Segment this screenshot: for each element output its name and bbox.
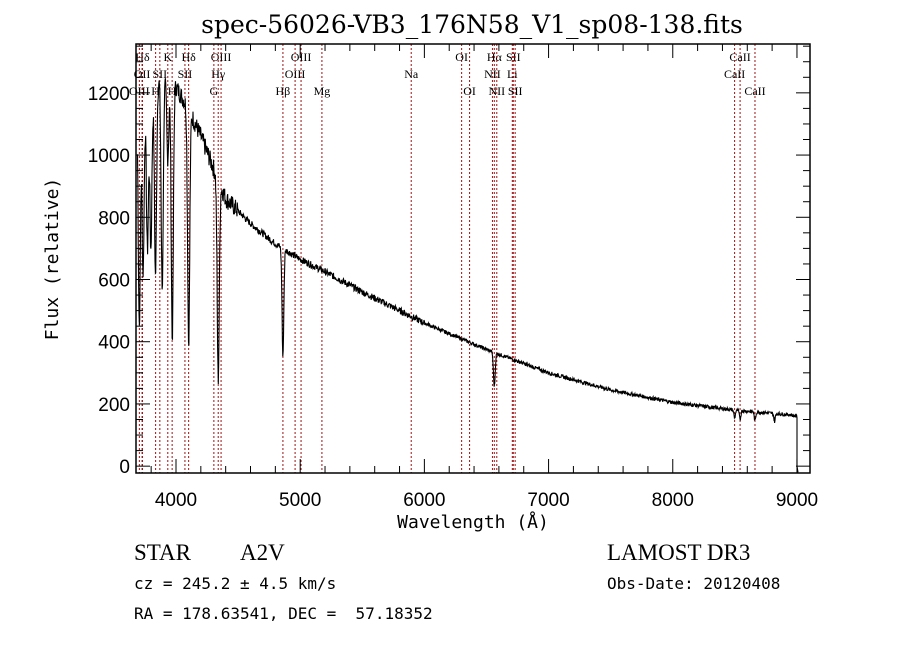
line-marker-label: SII xyxy=(153,67,168,81)
y-tick-label: 1200 xyxy=(88,84,130,105)
redshift-text: cz = 245.2 ± 4.5 km/s xyxy=(134,574,337,593)
axes: 4000 5000 6000 7000 8000 9000 0 200 400 600 800 100… xyxy=(88,44,818,511)
line-marker-label: CaII xyxy=(744,84,765,98)
line-marker-label: CaII xyxy=(724,67,745,81)
x-tick-label: 8000 xyxy=(652,490,694,511)
line-marker-label: Na xyxy=(404,67,419,81)
line-marker-label: K xyxy=(163,50,172,64)
line-marker-label: OIII xyxy=(291,50,312,64)
line-marker-label: OIII xyxy=(129,84,150,98)
line-marker-label: H xyxy=(168,84,177,98)
spectrum-line xyxy=(136,78,799,473)
y-tick-label: 200 xyxy=(98,395,130,416)
x-axis-label: Wavelength (Å) xyxy=(397,511,549,533)
x-tick-label: 6000 xyxy=(403,490,445,511)
line-marker-label: CaII xyxy=(729,50,750,64)
y-tick-label: 800 xyxy=(98,208,130,229)
x-tick-label: 4000 xyxy=(155,490,197,511)
line-marker-label: SII xyxy=(178,67,193,81)
coordinates-text: RA = 178.63541, DEC = 57.18352 xyxy=(134,604,433,623)
line-marker-label: OIII xyxy=(211,50,232,64)
line-marker-label: SII xyxy=(508,84,523,98)
x-tick-label: 5000 xyxy=(279,490,321,511)
line-marker-label: OIII xyxy=(285,67,306,81)
line-marker-label: G xyxy=(210,84,219,98)
object-class: STAR xyxy=(134,540,191,565)
line-marker-label: Hγ xyxy=(211,67,226,81)
line-marker-label: OI xyxy=(455,50,468,64)
x-tick-label: 7000 xyxy=(527,490,569,511)
survey-label: LAMOST DR3 xyxy=(607,540,751,565)
line-marker-label: OI xyxy=(463,84,476,98)
line-marker-label: Hβ xyxy=(276,84,291,98)
line-marker-label: Li xyxy=(507,67,518,81)
y-tick-label: 600 xyxy=(98,270,130,291)
line-marker-label: NII xyxy=(484,67,501,81)
line-marker-label: H xyxy=(151,84,160,98)
y-tick-label: 400 xyxy=(98,333,130,354)
spectrum-series xyxy=(136,78,799,473)
y-tick-label: 1000 xyxy=(88,146,130,167)
line-marker-label: Hδ xyxy=(181,50,196,64)
object-subclass: A2V xyxy=(240,540,285,565)
line-marker-label: Mg xyxy=(314,84,331,98)
x-tick-label: 9000 xyxy=(776,490,818,511)
line-marker-label: NII xyxy=(488,84,505,98)
line-marker-label: Hα xyxy=(487,50,503,64)
plot-frame xyxy=(135,43,811,474)
y-axis-label: Flux (relative) xyxy=(42,178,63,341)
chart-title: spec-56026-VB3_176N58_V1_sp08-138.fits xyxy=(201,10,743,39)
line-marker-label: SII xyxy=(506,50,521,64)
y-tick-label: 0 xyxy=(119,457,130,478)
obs-date-text: Obs-Date: 20120408 xyxy=(607,574,781,593)
